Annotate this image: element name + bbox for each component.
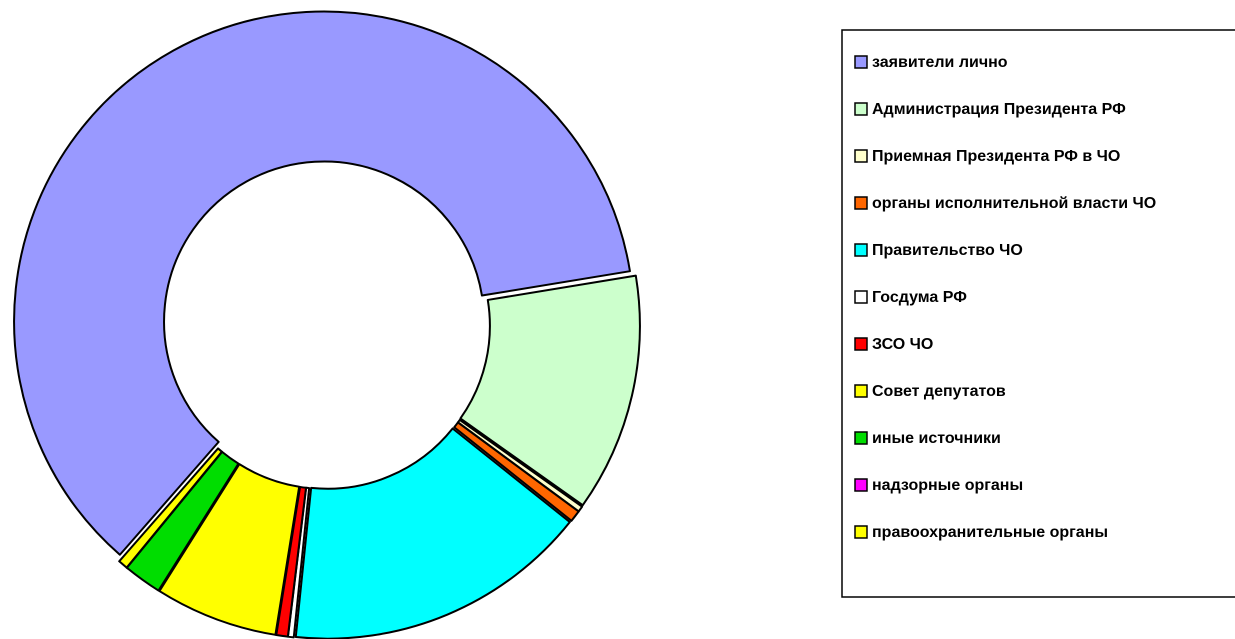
legend-label: Администрация Президента РФ (872, 101, 1126, 118)
donut (13, 10, 641, 639)
legend-label: надзорные органы (872, 477, 1023, 494)
legend-swatch (854, 55, 868, 69)
legend-swatch (854, 384, 868, 398)
legend-swatch (854, 290, 868, 304)
slice (294, 427, 571, 639)
legend-label: заявители лично (872, 54, 1008, 71)
legend-label: Госдума РФ (872, 289, 967, 306)
legend-label: органы исполнительной власти ЧО (872, 195, 1156, 212)
legend-swatch (854, 243, 868, 257)
legend-swatch (854, 337, 868, 351)
slice (459, 274, 641, 507)
slice (453, 421, 580, 522)
slice (118, 447, 223, 569)
legend-swatch (854, 525, 868, 539)
legend-box (841, 29, 1235, 598)
slice (13, 10, 631, 556)
legend-label: иные источники (872, 430, 1001, 447)
legend-label: Правительство ЧО (872, 242, 1023, 259)
legend-label: ЗСО ЧО (872, 336, 933, 353)
legend-swatch (854, 478, 868, 492)
legend-swatch (854, 196, 868, 210)
legend-label: Совет депутатов (872, 383, 1006, 400)
legend-swatch (854, 149, 868, 163)
legend-label: Приемная Президента РФ в ЧО (872, 148, 1120, 165)
legend-swatch (854, 431, 868, 445)
legend-label: правоохранительные органы (872, 524, 1108, 541)
slice (158, 463, 301, 636)
legend: заявители лично Администрация Президента … (854, 54, 1156, 541)
legend-swatch (854, 102, 868, 116)
